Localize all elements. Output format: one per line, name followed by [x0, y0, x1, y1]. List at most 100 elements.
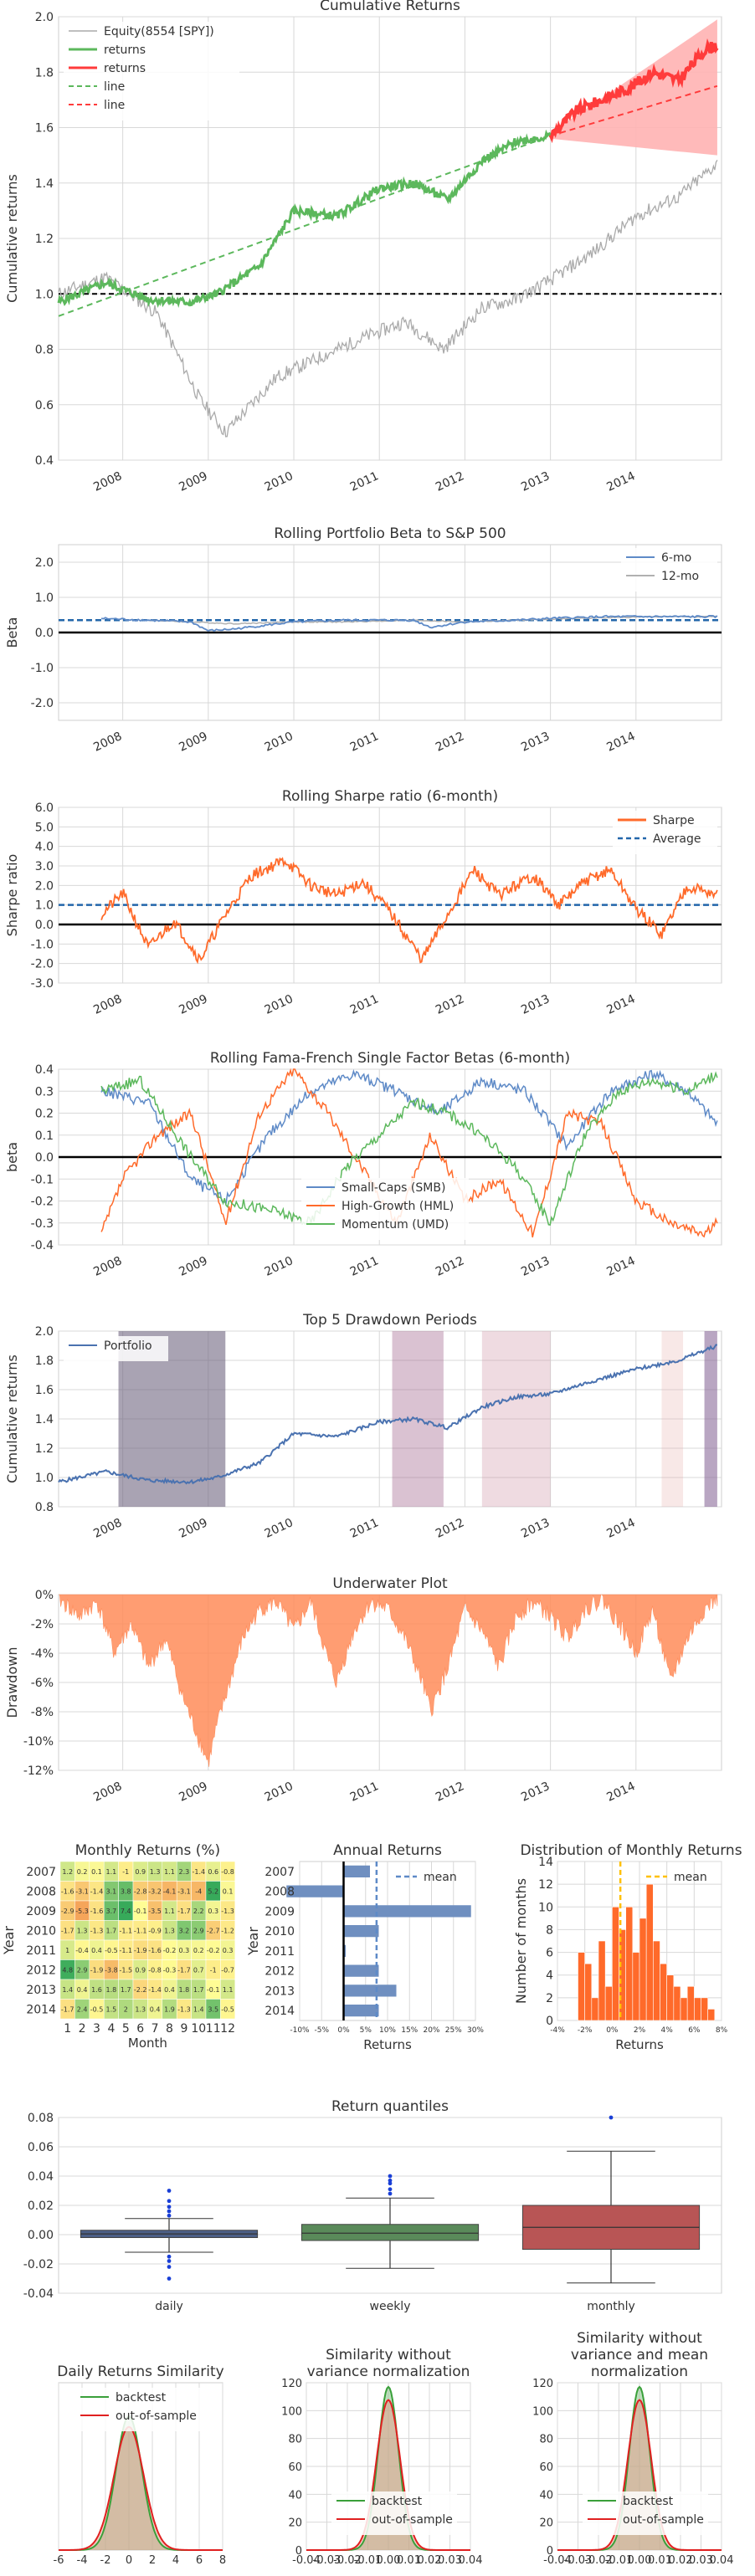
legend-entry: Equity(8554 [SPY])	[104, 25, 214, 38]
col-label: 9	[180, 2022, 187, 2036]
cell-value: -4.1	[163, 1887, 177, 1895]
x-tick-label: 0.01	[648, 2554, 672, 2567]
cell-value: 1.6	[91, 1986, 102, 1994]
chart-daily-similarity: -6 -4 -2 0 2 4 6 8 Daily Returns Similarity backt…	[54, 2363, 227, 2567]
y-tick-label: -3.0	[31, 977, 54, 991]
cell-value: 1.7	[121, 1986, 131, 1994]
cell-value: -1.5	[119, 1966, 132, 1974]
cell-value: 0.3	[223, 1947, 234, 1954]
cell-value: -1.7	[61, 1927, 74, 1934]
row-label: 2011	[26, 1944, 56, 1958]
chart-title: Monthly Returns (%)	[75, 1842, 221, 1859]
bar	[286, 1885, 344, 1897]
x-tick-label: 30%	[467, 2026, 484, 2035]
y-tick-label: 2.0	[35, 879, 54, 893]
chart-title: Distribution of Monthly Returns	[520, 1842, 742, 1859]
histogram-bar	[639, 1918, 647, 2021]
cell-value: 2.9	[77, 1966, 88, 1974]
x-tick-label: 4	[172, 2554, 179, 2567]
y-tick-label: 80	[288, 2434, 302, 2446]
y-tick-label: 0.0	[35, 627, 54, 640]
legend-box	[64, 1336, 168, 1361]
legend-entry: line	[104, 80, 125, 94]
x-axis-label: Month	[128, 2036, 167, 2051]
kde-line-oos	[59, 2425, 223, 2551]
legend-box	[75, 2388, 201, 2431]
legend-entry: mean	[674, 1871, 707, 1884]
cell-value: -1.4	[192, 1868, 205, 1876]
drawdown-period	[481, 1331, 551, 1507]
row-label: 2007	[26, 1866, 56, 1879]
x-tick-label: -0.03	[313, 2554, 342, 2567]
cell-value: -0.9	[148, 1927, 162, 1934]
x-tick-label: 2008	[91, 1254, 124, 1279]
histogram-bar	[680, 1997, 688, 2021]
legend-entry: out-of-sample	[372, 2513, 453, 2527]
x-tick-label: 0.00	[377, 2554, 401, 2567]
x-tick-label: 2013	[519, 992, 552, 1017]
x-tick-label: 2014	[604, 469, 637, 494]
x-tick-label: 2010	[263, 1254, 295, 1279]
x-tick-label: 4%	[661, 2026, 674, 2035]
x-tick-label: 10%	[379, 2026, 396, 2035]
x-tick-label: -5%	[314, 2026, 329, 2035]
chart-title: Top 5 Drawdown Periods	[302, 1312, 477, 1329]
y-axis-label: Cumulative returns	[4, 1355, 20, 1483]
histogram-bar	[645, 1883, 654, 2021]
cell-value: -1.4	[90, 1887, 104, 1895]
x-tick-label: 6%	[688, 2026, 701, 2035]
legend-entry: 6-mo	[661, 551, 691, 565]
y-tick-label: 20	[288, 2517, 302, 2530]
x-tick-label: 0.04	[710, 2554, 734, 2567]
box	[300, 2224, 480, 2241]
cell-value: -0.2	[207, 1947, 220, 1954]
row-label: 2014	[26, 2003, 56, 2016]
cell-value: 5.2	[208, 1887, 218, 1895]
chart-title: Cumulative Returns	[320, 0, 460, 14]
cell-value: 0.6	[208, 1868, 218, 1876]
x-tick-label: -0.01	[605, 2554, 634, 2567]
kde-fill	[306, 2399, 470, 2550]
x-tick-label: 2010	[263, 1516, 295, 1541]
outlier-point	[388, 2191, 393, 2196]
outlier-point	[388, 2187, 393, 2192]
outlier-point	[388, 2181, 393, 2186]
cell-value: 3.5	[208, 2005, 218, 2013]
series-line-12mo	[148, 615, 717, 625]
cell-value: -3.2	[148, 1887, 162, 1895]
cell-value: 0.2	[77, 1868, 88, 1876]
cell-value: -3.1	[177, 1887, 191, 1895]
chart-similarity-no-variance: -0.04-0.03-0.02-0.010.000.010.020.030.04…	[281, 2347, 482, 2567]
cell-value: 1.8	[106, 1986, 117, 1994]
series-line-factor	[100, 1068, 718, 1206]
y-tick-label: 2008	[265, 1886, 295, 1899]
y-tick-label: -10%	[23, 1735, 54, 1749]
y-tick-label: 1.8	[35, 66, 54, 79]
cell-value: -1	[122, 1868, 129, 1876]
y-tick-label: 0.4	[35, 454, 54, 468]
col-label: 2	[79, 2022, 86, 2036]
y-tick-label: 0	[546, 2015, 553, 2028]
cell-value: -1.7	[177, 1908, 191, 1915]
cell-value: -1.7	[177, 1966, 191, 1974]
col-label: 4	[107, 2022, 115, 2036]
cell-value: 0.9	[135, 1868, 146, 1876]
y-tick-label: 0.8	[35, 344, 54, 357]
outlier-point	[167, 2213, 172, 2218]
y-tick-label: 2010	[265, 1925, 295, 1938]
cell-value: 0.9	[135, 1966, 146, 1974]
y-tick-label: 2007	[265, 1866, 295, 1879]
legend-box	[583, 2491, 708, 2535]
y-axis-label: Drawdown	[4, 1647, 20, 1718]
x-tick-label: 2008	[91, 992, 124, 1017]
x-tick-label: 2013	[519, 1254, 552, 1279]
y-tick-label: 80	[539, 2434, 553, 2446]
cell-value: 1.3	[150, 1868, 161, 1876]
x-tick-label: -4	[77, 2554, 88, 2567]
row-label: 2008	[26, 1885, 56, 1898]
y-tick-label: -2.0	[31, 697, 54, 710]
chart-cumret: 0.4 0.6 0.8 1.0 1.2 1.4 1.6 1.8 2.0 2008 2009 2010 2…	[4, 0, 722, 494]
histogram-bar	[604, 1985, 613, 2021]
series-line-6mo	[100, 614, 718, 632]
